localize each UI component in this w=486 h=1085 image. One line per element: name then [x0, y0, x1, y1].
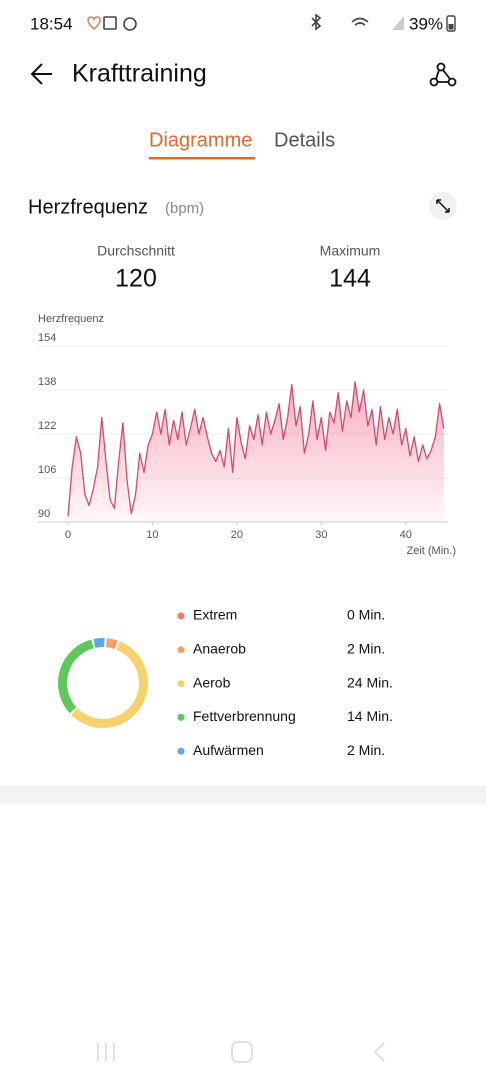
y-tick-label: 122 [38, 420, 56, 432]
stat-label: Maximum [320, 243, 381, 259]
y-axis-label: Herzfrequenz [38, 313, 104, 325]
stat-label: Durchschnitt [97, 243, 175, 259]
legend-value: 2 Min. [347, 641, 385, 657]
x-axis-label: Zeit (Min.) [407, 545, 457, 557]
legend-label: Fettverbrennung [193, 708, 296, 724]
nav-home[interactable] [231, 1041, 253, 1063]
x-tick-label: 30 [315, 529, 327, 541]
battery-icon [446, 15, 456, 32]
donut-segment [71, 641, 148, 728]
separator [0, 786, 486, 805]
stat-value: 120 [115, 265, 157, 293]
share-button[interactable] [429, 62, 457, 87]
donut-segment [58, 639, 94, 714]
legend-value: 0 Min. [347, 607, 385, 623]
nav-recent[interactable] [97, 1043, 115, 1061]
legend-dot [177, 612, 185, 620]
legend-label: Anaerob [193, 641, 246, 657]
legend-value: 14 Min. [347, 708, 393, 724]
y-tick-label: 154 [38, 332, 56, 344]
line [67, 381, 445, 517]
section-unit: (bpm) [165, 200, 204, 217]
nav-bar [97, 1041, 385, 1063]
battery-level [448, 24, 454, 30]
back-button[interactable] [30, 63, 52, 85]
status-time: 18:54 [30, 14, 73, 33]
legend-label: Aufwärmen [193, 742, 264, 758]
legend-value: 2 Min. [347, 742, 385, 758]
y-tick-label: 90 [38, 508, 50, 520]
legend-dot [177, 713, 185, 721]
stat-value: 144 [329, 265, 371, 293]
nav-back[interactable] [373, 1042, 385, 1062]
section-title: Herzfrequenz [28, 196, 148, 218]
x-tick-label: 10 [146, 529, 158, 541]
donut-segment [93, 638, 105, 648]
legend-label: Aerob [193, 674, 231, 690]
page-title: Krafttraining [72, 60, 207, 88]
legend-dot [177, 680, 185, 688]
x-tick-label: 20 [231, 529, 243, 541]
area [68, 381, 444, 522]
y-tick-label: 106 [38, 464, 56, 476]
x-tick-label: 40 [400, 529, 412, 541]
donut-segment [105, 638, 118, 650]
expand-button[interactable] [429, 192, 457, 220]
legend-label: Extrem [193, 607, 237, 623]
tab-indicator [149, 157, 255, 160]
legend-dot [177, 646, 185, 654]
x-tick-label: 0 [65, 529, 71, 541]
status-battery: 39% [409, 14, 443, 33]
legend-dot [177, 747, 185, 755]
status-icons [87, 13, 404, 31]
y-tick-label: 138 [38, 376, 56, 388]
legend-value: 24 Min. [347, 674, 393, 690]
tab[interactable]: Diagramme [149, 129, 252, 151]
tab[interactable]: Details [274, 129, 335, 151]
